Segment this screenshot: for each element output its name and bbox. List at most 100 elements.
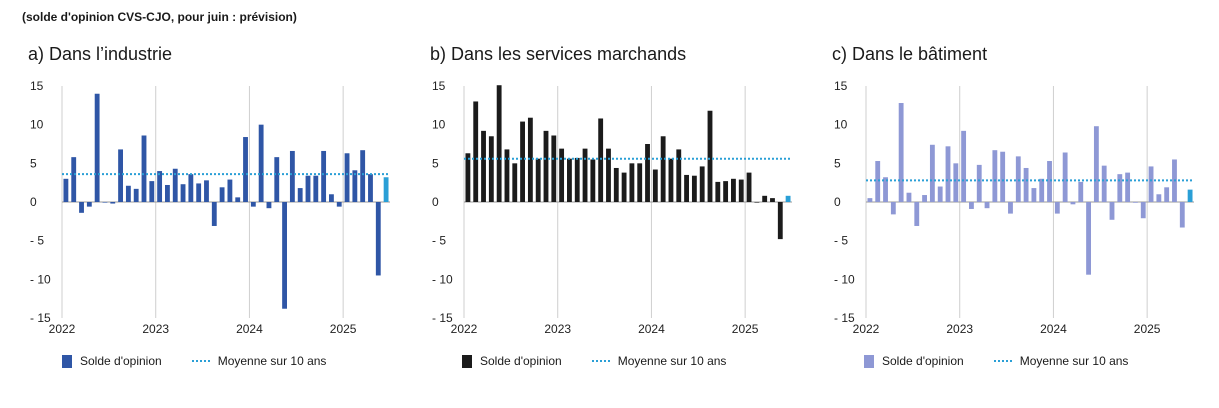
bar	[496, 85, 502, 202]
bar	[360, 150, 366, 202]
bar	[219, 187, 225, 202]
bar	[481, 130, 486, 202]
bar	[125, 185, 131, 202]
x-tick-label: 2022	[451, 322, 478, 336]
x-tick-label: 2023	[142, 322, 169, 336]
bar	[321, 150, 327, 202]
x-tick-label: 2024	[236, 322, 263, 336]
y-tick-label: 15	[30, 79, 44, 93]
y-tick-label: 5	[834, 156, 841, 170]
bar	[668, 158, 674, 202]
y-tick-label: - 10	[30, 272, 51, 286]
panel-batiment: c) Dans le bâtiment 15 10 5 0- 5- 10- 15 202…	[826, 44, 1219, 384]
bar	[172, 168, 178, 202]
bar	[297, 188, 303, 202]
y-tick-label: 0	[432, 195, 439, 209]
legend-label-moyenne: Moyenne sur 10 ans	[217, 354, 327, 368]
bar	[1101, 165, 1107, 202]
bar	[953, 163, 959, 202]
bar	[1070, 202, 1076, 205]
legend-swatch-bars	[62, 354, 72, 368]
y-tick-label: 10	[834, 118, 848, 132]
bar	[945, 146, 951, 202]
bar	[1015, 156, 1021, 202]
bar	[211, 202, 217, 226]
bar	[504, 149, 510, 202]
bar	[465, 153, 471, 202]
bar	[180, 184, 186, 202]
bar	[375, 202, 381, 276]
x-tick-label: 2025	[330, 322, 357, 336]
x-tick-label: 2023	[544, 322, 571, 336]
x-tick-label: 2025	[732, 322, 759, 336]
bar	[731, 178, 736, 202]
bar	[929, 144, 935, 202]
y-tick-label: - 15	[834, 311, 855, 325]
panel-industrie: a) Dans l’industrie 15 10 5 0- 5- 10- 15 202…	[22, 44, 417, 384]
bar	[352, 170, 358, 202]
bar	[1047, 161, 1052, 202]
bar	[1140, 202, 1146, 219]
bar	[574, 157, 580, 202]
legend-label-solde: Solde d'opinion	[480, 354, 562, 368]
bar	[488, 136, 494, 202]
bar	[707, 110, 713, 202]
bar	[890, 202, 896, 215]
y-tick-label: - 15	[432, 311, 453, 325]
bar	[598, 118, 604, 202]
bar	[606, 148, 611, 202]
panel-title: a) Dans l’industrie	[28, 44, 173, 64]
bar	[266, 202, 272, 209]
y-tick-label: - 10	[834, 272, 855, 286]
bar	[1023, 167, 1029, 202]
bar	[282, 202, 287, 309]
bar	[289, 150, 295, 202]
bar	[473, 101, 479, 202]
bar	[118, 149, 123, 202]
legend: Solde d'opinion Moyenne sur 10 ans	[864, 354, 1128, 368]
bar	[676, 149, 682, 202]
bar	[699, 166, 705, 202]
bar	[543, 130, 549, 202]
bar	[368, 174, 373, 202]
bar	[1039, 178, 1045, 202]
bar	[165, 184, 170, 202]
bar	[1117, 174, 1123, 202]
y-tick-label: 0	[30, 195, 37, 209]
bar	[157, 171, 163, 202]
bar	[250, 202, 256, 207]
y-tick-label: 10	[30, 118, 44, 132]
bar	[188, 174, 194, 202]
bar	[898, 103, 904, 202]
legend-label-moyenne: Moyenne sur 10 ans	[1019, 354, 1129, 368]
bar	[141, 135, 147, 202]
bar	[1031, 188, 1037, 202]
bar	[914, 202, 920, 226]
legend-swatch-bars	[462, 354, 472, 368]
bar	[1054, 202, 1060, 214]
bar	[867, 198, 873, 202]
bar	[762, 195, 768, 202]
bar	[777, 202, 783, 240]
bar	[613, 167, 619, 202]
bar	[875, 161, 881, 202]
bar	[976, 164, 982, 202]
y-tick-label: 5	[432, 156, 439, 170]
bar	[1008, 202, 1013, 214]
bar	[227, 179, 233, 202]
y-tick-label: 10	[432, 118, 446, 132]
bar	[1093, 126, 1099, 202]
legend-swatch-bars	[864, 354, 874, 368]
x-tick-label: 2022	[49, 322, 76, 336]
y-tick-label: 0	[834, 195, 841, 209]
bar	[520, 121, 525, 202]
bar	[770, 198, 775, 202]
bar	[567, 158, 572, 202]
bar	[204, 180, 209, 202]
y-tick-label: - 5	[834, 234, 848, 248]
legend-label-solde: Solde d'opinion	[882, 354, 964, 368]
legend-swatch-average	[591, 360, 610, 362]
bar	[559, 148, 565, 202]
